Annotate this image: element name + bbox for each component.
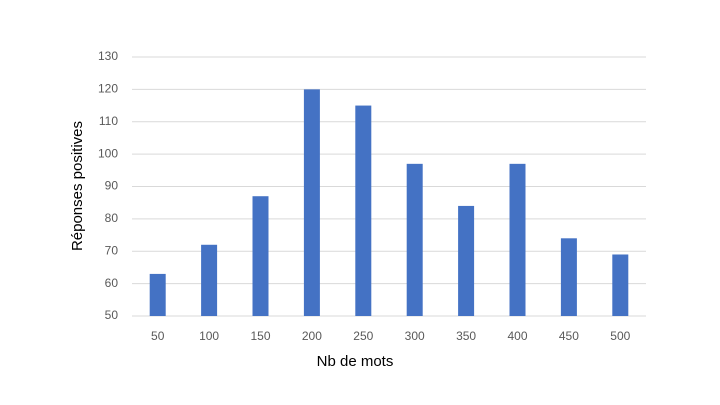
y-tick-label: 100 — [98, 146, 118, 160]
bar — [303, 89, 320, 316]
y-tick-label: 60 — [105, 276, 119, 290]
y-tick-label: 90 — [105, 179, 119, 193]
x-tick-label: 50 — [151, 329, 165, 343]
bar — [252, 196, 269, 316]
x-axis-title: Nb de mots — [317, 353, 394, 370]
bar — [612, 254, 629, 316]
bar — [406, 163, 423, 316]
y-tick-label: 130 — [98, 49, 118, 63]
bar — [201, 244, 218, 316]
bar — [560, 238, 577, 316]
y-tick-label: 120 — [98, 82, 118, 96]
y-tick-label: 70 — [105, 243, 119, 257]
x-tick-label: 200 — [302, 329, 322, 343]
bar — [149, 273, 166, 316]
x-tick-label: 500 — [610, 329, 630, 343]
bar — [355, 105, 372, 316]
x-tick-label: 250 — [353, 329, 373, 343]
y-tick-label: 110 — [99, 114, 118, 128]
x-tick-label: 450 — [559, 329, 579, 343]
y-tick-label: 80 — [105, 211, 119, 225]
bar — [458, 205, 475, 316]
x-tick-label: 150 — [250, 329, 270, 343]
x-tick-label: 100 — [199, 329, 219, 343]
bar — [509, 163, 526, 316]
x-tick-label: 300 — [405, 329, 425, 343]
x-tick-label: 400 — [507, 329, 527, 343]
x-tick-label: 350 — [456, 329, 476, 343]
y-axis-title: Réponses positives — [69, 121, 86, 251]
y-tick-label: 50 — [105, 308, 119, 322]
